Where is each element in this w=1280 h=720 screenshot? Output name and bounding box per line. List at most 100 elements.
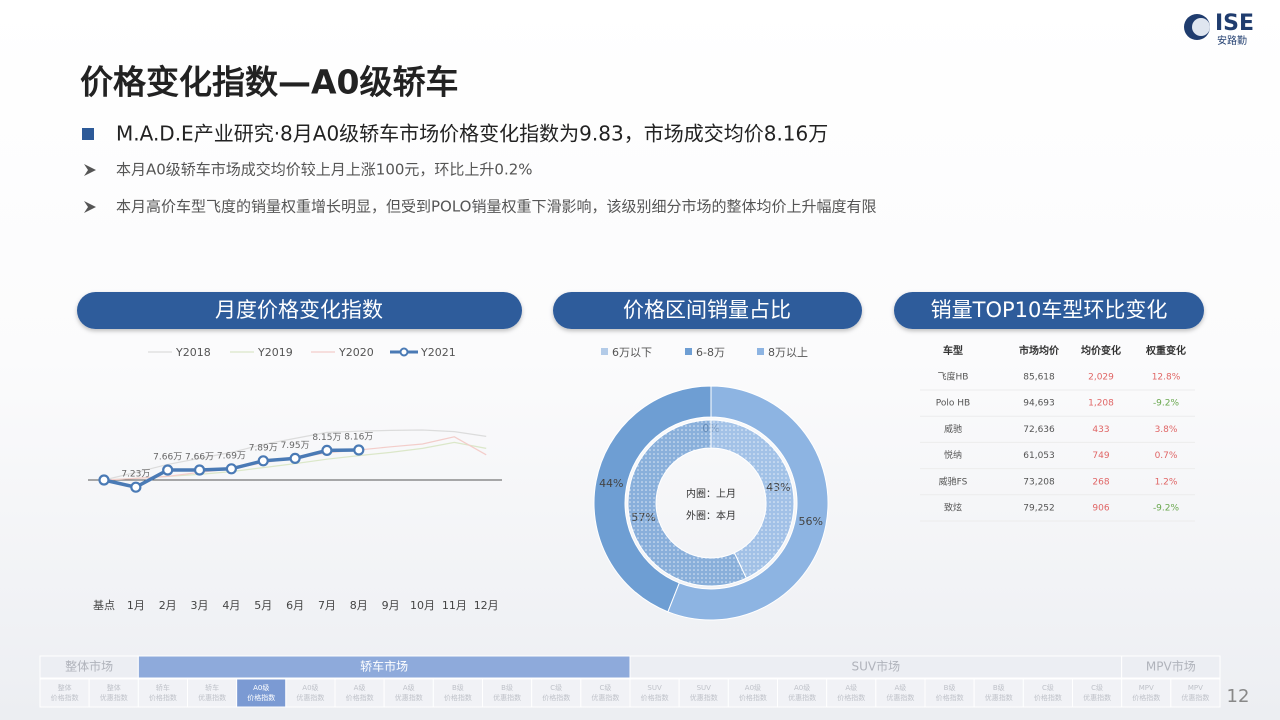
bullet-square bbox=[82, 128, 94, 140]
table-cell: 433 bbox=[1092, 425, 1109, 435]
nav-item-label: A0级 bbox=[253, 683, 269, 692]
data-label: 8.15万 bbox=[312, 433, 341, 443]
logo-icon bbox=[1192, 18, 1210, 36]
nav-item[interactable] bbox=[826, 678, 877, 708]
nav-item-label: SUV bbox=[647, 684, 662, 692]
logo: ISE bbox=[1215, 11, 1254, 36]
nav-item[interactable] bbox=[580, 678, 631, 708]
nav-item-label: 优惠指数 bbox=[296, 693, 324, 702]
table-header: 车型 bbox=[943, 344, 963, 357]
nav-item[interactable] bbox=[137, 678, 188, 708]
data-label: 7.89万 bbox=[249, 443, 278, 453]
legend-marker bbox=[399, 347, 409, 357]
legend-swatch bbox=[757, 348, 764, 355]
nav-item[interactable] bbox=[531, 678, 582, 708]
bullet-main: M.A.D.E产业研究·8月A0级轿车市场价格变化指数为9.83，市场成交均价8… bbox=[116, 122, 828, 146]
nav-item-label: A级 bbox=[895, 683, 907, 692]
table-cell: 12.8% bbox=[1152, 373, 1181, 383]
x-tick-label: 12月 bbox=[474, 599, 499, 612]
data-label: 7.66万 bbox=[185, 453, 214, 463]
data-label: 44% bbox=[599, 477, 623, 490]
table-cell: 悦纳 bbox=[944, 449, 962, 461]
panel-header bbox=[553, 292, 862, 329]
nav-item[interactable] bbox=[629, 678, 680, 708]
nav-item-label: 价格指数 bbox=[1132, 693, 1160, 702]
legend-label: 6万以下 bbox=[612, 346, 652, 359]
nav-item[interactable] bbox=[432, 678, 484, 708]
nav-item-label: 优惠指数 bbox=[591, 693, 619, 702]
nav-item-label: 优惠指数 bbox=[198, 693, 226, 702]
data-label: 7.23万 bbox=[121, 470, 150, 480]
slide-title: 价格变化指数—A0级轿车 bbox=[80, 63, 459, 102]
table-cell: 94,693 bbox=[1023, 399, 1055, 409]
table-cell: 73,208 bbox=[1023, 477, 1055, 487]
pie-slice bbox=[593, 385, 712, 613]
nav-item-label: 价格指数 bbox=[739, 693, 767, 702]
nav-item[interactable] bbox=[1170, 678, 1221, 708]
nav-item[interactable] bbox=[678, 678, 729, 708]
nav-item[interactable] bbox=[1121, 678, 1172, 708]
panel-title: 月度价格变化指数 bbox=[215, 298, 383, 322]
nav-item[interactable] bbox=[236, 678, 287, 708]
table-header: 市场均价 bbox=[1019, 344, 1060, 357]
series-line bbox=[103, 429, 487, 481]
nav-item[interactable] bbox=[39, 678, 90, 708]
data-marker bbox=[162, 464, 174, 476]
nav-item-label: 优惠指数 bbox=[100, 693, 128, 702]
center-annotation: 外圈：本月 bbox=[686, 509, 736, 522]
legend-label: Y2018 bbox=[175, 346, 211, 359]
nav-item-label: 价格指数 bbox=[444, 693, 472, 702]
table-cell: Polo HB bbox=[936, 399, 970, 409]
nav-item-label: C级 bbox=[599, 683, 611, 692]
nav-item[interactable] bbox=[88, 678, 139, 708]
nav-item-label: 价格指数 bbox=[247, 693, 275, 702]
nav-item[interactable] bbox=[1022, 678, 1073, 708]
bullet-arrow bbox=[84, 164, 96, 176]
x-tick-label: 6月 bbox=[286, 599, 304, 612]
data-marker bbox=[130, 481, 142, 493]
nav-tab-label: 整体市场 bbox=[65, 659, 113, 674]
legend-swatch bbox=[601, 348, 608, 355]
nav-item[interactable] bbox=[727, 678, 778, 708]
nav-item-label: A0级 bbox=[745, 683, 761, 692]
table-cell: 906 bbox=[1092, 504, 1109, 514]
legend-label: 6-8万 bbox=[696, 346, 725, 359]
nav-tab-label: SUV市场 bbox=[852, 659, 901, 674]
nav-item[interactable] bbox=[334, 678, 385, 708]
table-cell: 飞度HB bbox=[938, 371, 969, 383]
data-marker bbox=[353, 444, 365, 456]
data-label: 7.69万 bbox=[217, 451, 246, 461]
table-cell: 1.2% bbox=[1155, 477, 1178, 487]
data-marker bbox=[321, 444, 333, 456]
nav-item-label: B级 bbox=[452, 683, 464, 692]
table-cell: 威驰FS bbox=[939, 475, 968, 487]
nav-item[interactable] bbox=[187, 678, 238, 708]
page-number: 12 bbox=[1227, 686, 1250, 707]
nav-item[interactable] bbox=[1072, 678, 1123, 708]
nav-tab-label: MPV市场 bbox=[1146, 659, 1196, 674]
nav-item-label: 轿车 bbox=[156, 683, 170, 692]
x-tick-label: 9月 bbox=[382, 599, 400, 612]
x-tick-label: 2月 bbox=[159, 599, 177, 612]
data-label: 7.66万 bbox=[153, 453, 182, 463]
ring-texture bbox=[628, 420, 794, 586]
center-annotation: 内圈：上月 bbox=[686, 487, 736, 500]
x-tick-label: 基点 bbox=[93, 599, 115, 612]
panel-header bbox=[894, 292, 1204, 329]
nav-item-label: C级 bbox=[1042, 683, 1054, 692]
nav-item[interactable] bbox=[285, 678, 336, 708]
table-cell: 1,208 bbox=[1088, 399, 1114, 409]
table-cell: 0.7% bbox=[1155, 451, 1178, 461]
nav-item[interactable] bbox=[482, 678, 533, 708]
legend-swatch bbox=[685, 348, 692, 355]
content: 基点 1月 2月 3月 4月 5月 6月 7月 8月 9月 10月 11月 12月 Y2018 Y2019 Y… bbox=[39, 344, 1221, 708]
nav-item-label: 价格指数 bbox=[149, 693, 177, 702]
nav-tab[interactable] bbox=[1121, 655, 1221, 679]
nav-item[interactable] bbox=[383, 678, 434, 708]
nav-item-label: B级 bbox=[944, 683, 956, 692]
nav-item-label: C级 bbox=[550, 683, 562, 692]
data-label: 56% bbox=[798, 515, 822, 528]
data-label: 7.95万 bbox=[281, 441, 310, 451]
